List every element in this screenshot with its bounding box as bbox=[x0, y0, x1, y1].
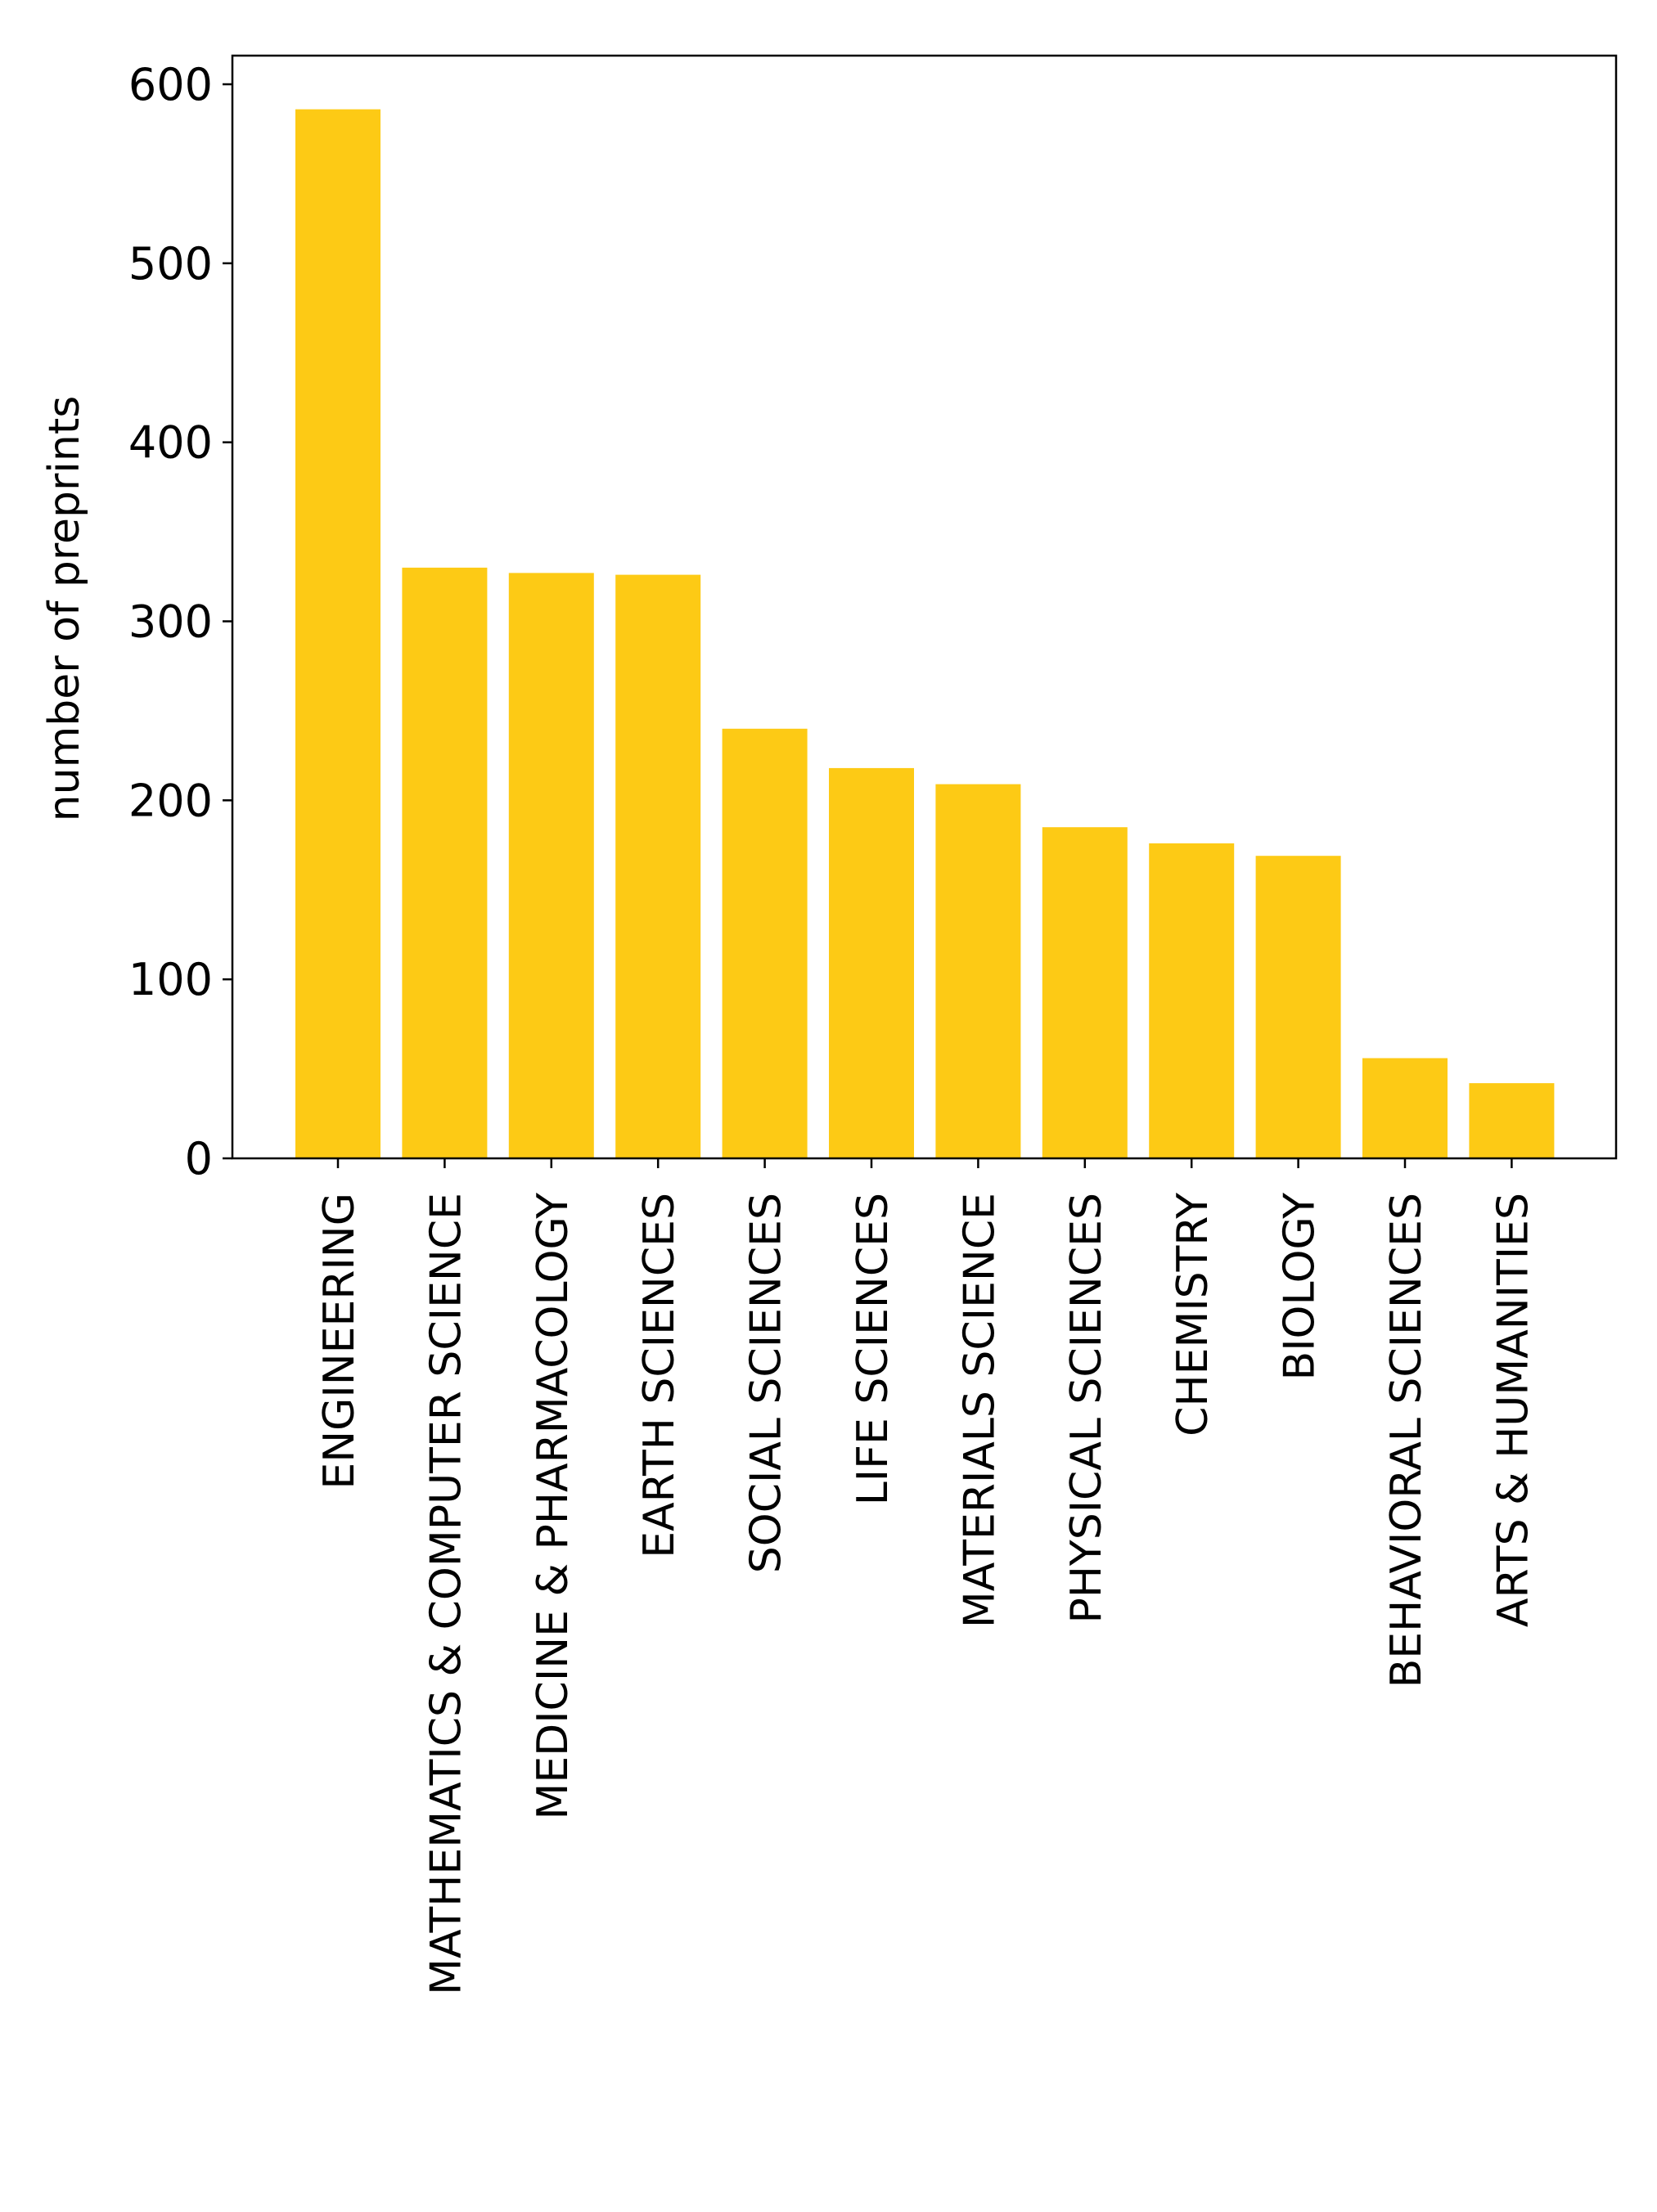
x-tick-label: PHYSICAL SCIENCES bbox=[1062, 1193, 1111, 1624]
bar bbox=[295, 109, 380, 1159]
bar bbox=[508, 573, 594, 1158]
bar bbox=[1362, 1058, 1448, 1158]
x-tick-label: MEDICINE & PHARMACOLOGY bbox=[529, 1193, 578, 1820]
x-tick-label: CHEMISTRY bbox=[1168, 1193, 1218, 1436]
x-tick-label: MATERIALS SCIENCE bbox=[955, 1193, 1004, 1628]
x-tick-label: SOCIAL SCIENCES bbox=[742, 1193, 791, 1573]
y-tick-label: 200 bbox=[128, 775, 213, 826]
bar bbox=[935, 784, 1021, 1158]
bar bbox=[829, 767, 914, 1158]
bar bbox=[1469, 1083, 1555, 1158]
y-tick-label: 400 bbox=[128, 417, 213, 469]
x-tick-label: ARTS & HUMANITIES bbox=[1488, 1193, 1538, 1627]
y-tick-label: 100 bbox=[128, 954, 213, 1005]
y-tick-label: 500 bbox=[128, 238, 213, 290]
bar bbox=[1042, 827, 1128, 1158]
bar bbox=[1149, 843, 1235, 1158]
y-tick-label: 300 bbox=[128, 596, 213, 648]
bar bbox=[1255, 856, 1341, 1158]
y-tick-label: 0 bbox=[185, 1133, 213, 1185]
bar bbox=[402, 567, 488, 1158]
x-tick-label: MATHEMATICS & COMPUTER SCIENCE bbox=[421, 1193, 471, 1995]
plot-frame bbox=[231, 54, 1618, 1160]
x-tick-label: BEHAVIORAL SCIENCES bbox=[1382, 1193, 1431, 1688]
x-tick-label: EARTH SCIENCES bbox=[635, 1193, 684, 1558]
x-tick-label: LIFE SCIENCES bbox=[849, 1193, 898, 1505]
x-tick-label: ENGINEERING bbox=[315, 1193, 364, 1490]
plot-area: 0 100 200 300 400 500 600 ENGINEERING MATHEMATIC… bbox=[128, 54, 1618, 1995]
y-axis-label: number of preprints bbox=[40, 396, 89, 822]
bar bbox=[615, 574, 701, 1158]
bar bbox=[722, 728, 808, 1158]
x-tick-label: BIOLOGY bbox=[1276, 1193, 1325, 1381]
y-tick-label: 600 bbox=[128, 59, 213, 110]
